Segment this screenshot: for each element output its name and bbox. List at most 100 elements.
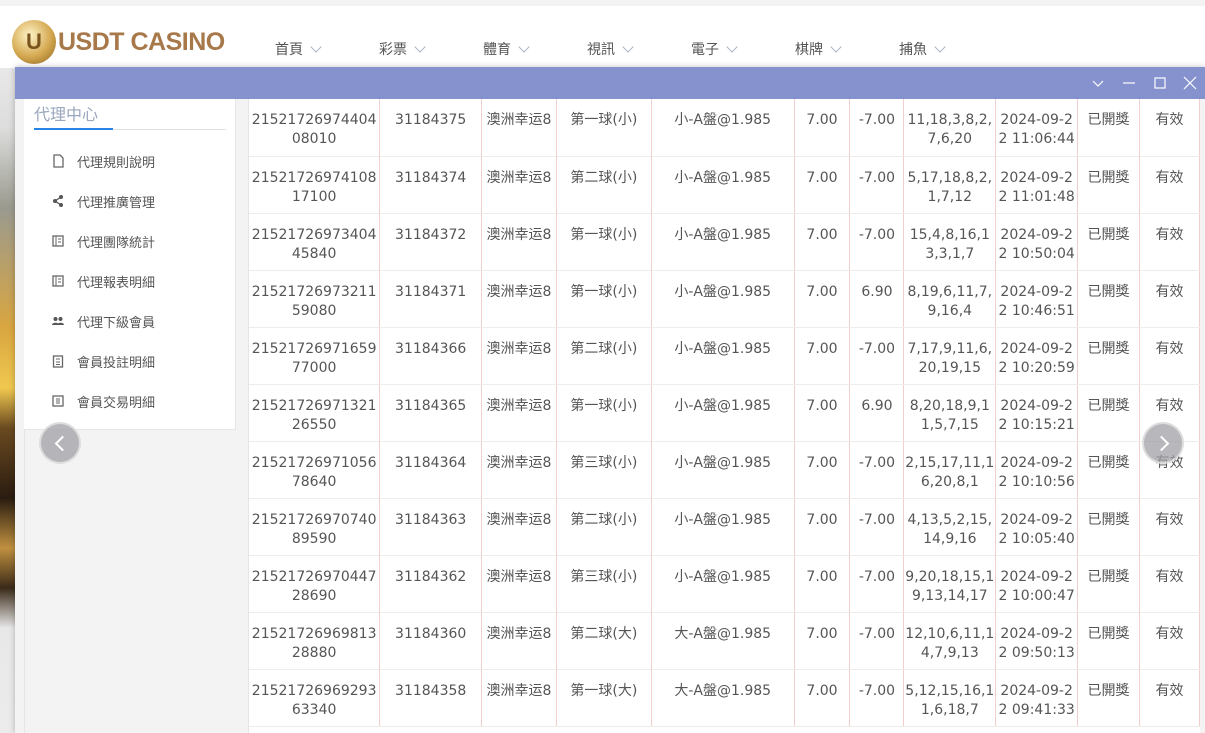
bet-amount-cell: 7.00 <box>794 384 851 442</box>
sidebar-item[interactable]: 代理報表明細 <box>51 271 155 291</box>
play-type-cell: 第一球(小) <box>556 270 652 328</box>
nav-item[interactable]: 彩票 <box>379 39 483 59</box>
issue-number-cell: 31184358 <box>379 669 483 727</box>
table-row: 2152172697340445840 31184372 澳洲幸运8 第一球(小) 小-… <box>249 213 1200 271</box>
sidebar-item[interactable]: 代理推廣管理 <box>51 191 155 211</box>
bet-amount-cell: 7.00 <box>794 555 851 613</box>
game-name-cell: 澳洲幸运8 <box>481 270 557 328</box>
win-loss-cell: 6.90 <box>849 270 905 328</box>
issue-number-cell: 31184374 <box>379 156 483 214</box>
draw-status-cell: 已開獎 <box>1077 327 1140 385</box>
nav-item[interactable]: 電子 <box>691 39 795 59</box>
chevron-down-icon[interactable] <box>1089 74 1107 92</box>
bet-amount-cell: 7.00 <box>794 99 851 157</box>
window-titlebar[interactable] <box>15 67 1205 99</box>
bet-content-cell: 小-A盤@1.985 <box>651 555 795 613</box>
logo-text: USDT CASINO <box>58 27 225 56</box>
draw-status-cell: 已開獎 <box>1077 555 1140 613</box>
bet-content-cell: 大-A盤@1.985 <box>651 669 795 727</box>
close-icon[interactable] <box>1181 74 1199 92</box>
bet-content-cell: 小-A盤@1.985 <box>651 441 795 499</box>
draw-result-cell: 4,13,5,2,15,14,9,16 <box>903 498 997 556</box>
carousel-prev-button[interactable] <box>39 422 81 464</box>
bet-amount-cell: 7.00 <box>794 612 851 670</box>
draw-status-cell: 已開獎 <box>1077 270 1140 328</box>
game-name-cell: 澳洲幸运8 <box>481 384 557 442</box>
nav-label: 視訊 <box>587 42 615 58</box>
nav-item[interactable]: 體育 <box>483 39 587 59</box>
book-icon <box>52 235 64 247</box>
minimize-icon[interactable] <box>1120 74 1138 92</box>
nav-label: 電子 <box>691 42 719 58</box>
sidebar-item[interactable]: 會員投註明細 <box>51 351 155 371</box>
logo-coin: U <box>12 20 56 64</box>
bet-time-cell: 2024-09-22 09:50:13 <box>995 612 1079 670</box>
game-name-cell: 澳洲幸运8 <box>481 555 557 613</box>
nav-item[interactable]: 首頁 <box>275 39 379 59</box>
sidebar: 代理中心 代理規則說明 代理推廣管理 代理團隊統計 代理報表明細 代理下級會員 會員投註明… <box>24 99 236 430</box>
sidebar-item-label: 代理團隊統計 <box>77 235 156 251</box>
bet-time-cell: 2024-09-22 10:46:51 <box>995 270 1079 328</box>
play-type-cell: 第二球(小) <box>556 327 652 385</box>
issue-number-cell: 31184365 <box>379 384 483 442</box>
draw-status-cell: 已開獎 <box>1077 213 1140 271</box>
bet-content-cell: 小-A盤@1.985 <box>651 498 795 556</box>
table-row: 2152172696929363340 31184358 澳洲幸运8 第一球(大) 大-… <box>249 669 1200 727</box>
game-name-cell: 澳洲幸运8 <box>481 612 557 670</box>
bet-amount-cell: 7.00 <box>794 213 851 271</box>
bet-time-cell: 2024-09-22 10:50:04 <box>995 213 1079 271</box>
validity-cell: 有效 <box>1139 498 1200 556</box>
validity-cell: 有效 <box>1139 669 1200 727</box>
bet-amount-cell: 7.00 <box>794 441 851 499</box>
order-number-cell: 2152172697044728690 <box>249 555 381 613</box>
bet-amount-cell: 7.00 <box>794 270 851 328</box>
draw-result-cell: 8,19,6,11,7,9,16,4 <box>903 270 997 328</box>
play-type-cell: 第三球(小) <box>556 555 652 613</box>
draw-status-cell: 已開獎 <box>1077 612 1140 670</box>
table-row: 2152172697410817100 31184374 澳洲幸运8 第二球(小) 小-… <box>249 156 1200 214</box>
chevron-down-icon <box>830 40 842 53</box>
nav-item[interactable]: 捕魚 <box>899 39 1003 59</box>
chevron-down-icon <box>622 40 634 53</box>
order-number-cell: 2152172697410817100 <box>249 156 381 214</box>
carousel-next-button[interactable] <box>1142 422 1184 464</box>
logo[interactable]: U USDT CASINO <box>12 20 225 64</box>
list-icon <box>52 395 64 407</box>
game-name-cell: 澳洲幸运8 <box>481 156 557 214</box>
play-type-cell: 第一球(小) <box>556 213 652 271</box>
sidebar-item[interactable]: 代理規則說明 <box>51 151 155 171</box>
nav-item[interactable]: 棋牌 <box>795 39 899 59</box>
bet-content-cell: 小-A盤@1.985 <box>651 99 795 157</box>
maximize-icon[interactable] <box>1151 74 1169 92</box>
sidebar-item[interactable]: 代理團隊統計 <box>51 231 155 251</box>
play-type-cell: 第三球(小) <box>556 441 652 499</box>
bet-time-cell: 2024-09-22 11:06:44 <box>995 99 1079 157</box>
nav-label: 棋牌 <box>795 42 823 58</box>
nav-item[interactable]: 視訊 <box>587 39 691 59</box>
issue-number-cell: 31184375 <box>379 99 483 157</box>
draw-result-cell: 5,17,18,8,2,1,7,12 <box>903 156 997 214</box>
sidebar-item-label: 會員交易明細 <box>77 395 156 411</box>
chevron-down-icon <box>726 40 738 53</box>
draw-status-cell: 已開獎 <box>1077 99 1140 157</box>
order-number-cell: 2152172696981328880 <box>249 612 381 670</box>
bet-time-cell: 2024-09-22 10:00:47 <box>995 555 1079 613</box>
win-loss-cell: -7.00 <box>849 555 905 613</box>
draw-status-cell: 已開獎 <box>1077 669 1140 727</box>
table-row: 2152172697321159080 31184371 澳洲幸运8 第一球(小) 小-… <box>249 270 1200 328</box>
issue-number-cell: 31184362 <box>379 555 483 613</box>
bet-amount-cell: 7.00 <box>794 327 851 385</box>
bet-time-cell: 2024-09-22 09:41:33 <box>995 669 1079 727</box>
draw-result-cell: 7,17,9,11,6,20,19,15 <box>903 327 997 385</box>
sidebar-item[interactable]: 會員交易明細 <box>51 391 155 411</box>
sidebar-item[interactable]: 代理下級會員 <box>51 311 155 331</box>
order-number-cell: 2152172697165977000 <box>249 327 381 385</box>
game-name-cell: 澳洲幸运8 <box>481 669 557 727</box>
nav-label: 首頁 <box>275 42 303 58</box>
table-row: 2152172697074089590 31184363 澳洲幸运8 第二球(小) 小-… <box>249 498 1200 556</box>
chevron-down-icon <box>518 40 530 53</box>
file-icon <box>53 154 64 168</box>
validity-cell: 有效 <box>1139 327 1200 385</box>
table-row: 2152172697044728690 31184362 澳洲幸运8 第三球(小) 小-… <box>249 555 1200 613</box>
play-type-cell: 第二球(小) <box>556 498 652 556</box>
